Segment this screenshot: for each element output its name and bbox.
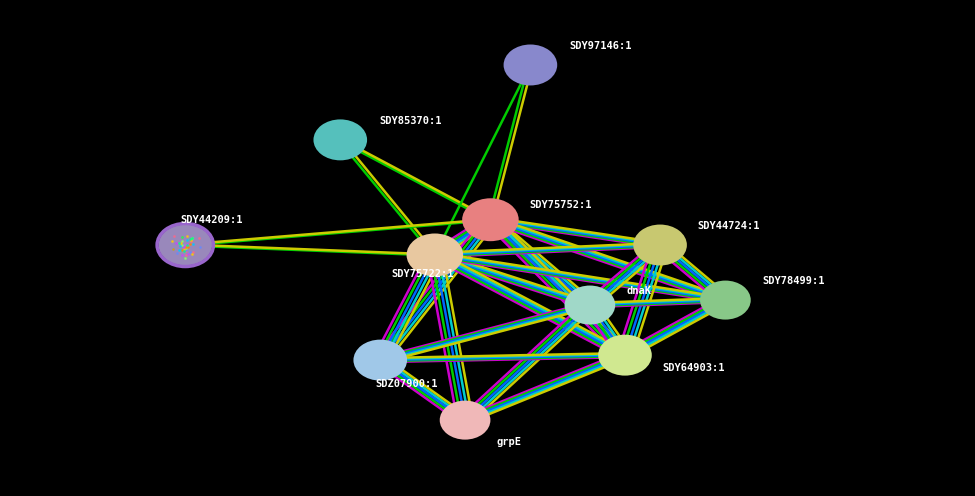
Ellipse shape [599, 335, 651, 375]
Ellipse shape [462, 198, 519, 241]
Ellipse shape [504, 45, 558, 85]
Ellipse shape [565, 286, 615, 324]
Ellipse shape [700, 281, 751, 319]
Ellipse shape [634, 225, 686, 265]
Text: SDY64903:1: SDY64903:1 [662, 363, 724, 373]
Text: dnaK: dnaK [627, 286, 652, 296]
Text: SDY78499:1: SDY78499:1 [762, 276, 825, 286]
Text: SDY97146:1: SDY97146:1 [569, 41, 632, 51]
Ellipse shape [353, 340, 408, 380]
Text: SDY75722:1: SDY75722:1 [391, 269, 453, 279]
Ellipse shape [313, 120, 368, 160]
Text: SDY44209:1: SDY44209:1 [180, 215, 243, 225]
Text: grpE: grpE [496, 437, 522, 447]
Ellipse shape [440, 401, 490, 439]
Text: SDY85370:1: SDY85370:1 [379, 116, 442, 126]
Ellipse shape [158, 225, 213, 265]
Text: SDZ07900:1: SDZ07900:1 [375, 379, 438, 389]
Ellipse shape [407, 234, 463, 276]
Text: SDY44724:1: SDY44724:1 [697, 221, 760, 231]
Text: SDY75752:1: SDY75752:1 [529, 200, 592, 210]
